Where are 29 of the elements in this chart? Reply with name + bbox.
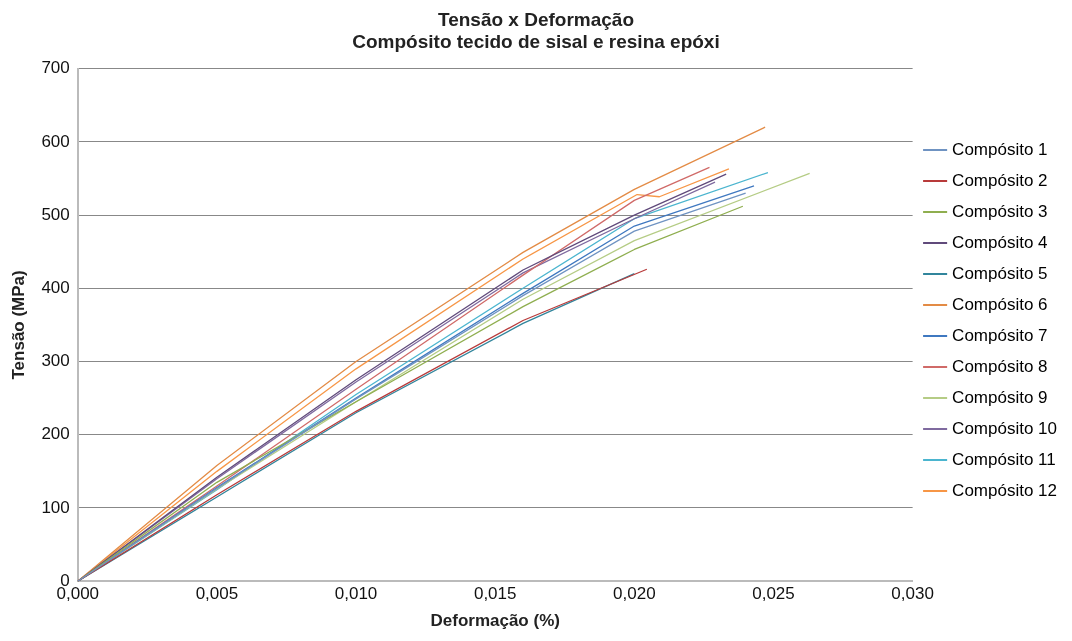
y-axis-title: Tensão (MPa) (8, 270, 28, 380)
y-tick-label: 300 (41, 351, 70, 371)
x-tick-label: 0,010 (334, 584, 378, 604)
x-tick-label: 0,030 (891, 584, 934, 604)
y-tick-label: 600 (41, 131, 70, 151)
legend-label: Compósito 12 (952, 480, 1057, 500)
legend-label: Compósito 7 (952, 325, 1048, 345)
chart-title: Tensão x Deformação (437, 8, 635, 30)
chart-subtitle: Compósito tecido de sisal e resina epóxi (352, 31, 720, 53)
y-tick-label: 500 (41, 204, 70, 224)
legend-label: Compósito 6 (952, 294, 1048, 314)
legend-label: Compósito 5 (952, 263, 1048, 283)
y-tick-label: 100 (41, 497, 70, 517)
legend-label: Compósito 10 (952, 418, 1057, 438)
y-tick-label: 700 (41, 58, 70, 78)
y-tick-label: 200 (41, 424, 70, 444)
legend-label: Compósito 1 (952, 139, 1048, 159)
y-tick-label: 400 (41, 277, 70, 297)
legend-label: Compósito 9 (952, 387, 1048, 407)
legend-label: Compósito 8 (952, 356, 1048, 376)
x-tick-label: 0,020 (613, 584, 656, 604)
legend-label: Compósito 2 (952, 170, 1048, 190)
x-tick-label: 0,005 (195, 584, 239, 604)
legend-label: Compósito 11 (952, 449, 1056, 469)
x-tick-label: 0,025 (752, 584, 795, 604)
x-axis-title: Deformação (%) (430, 611, 560, 631)
x-tick-label: 0,015 (473, 584, 517, 604)
legend-label: Compósito 3 (952, 201, 1048, 221)
legend-label: Compósito 4 (952, 232, 1048, 252)
